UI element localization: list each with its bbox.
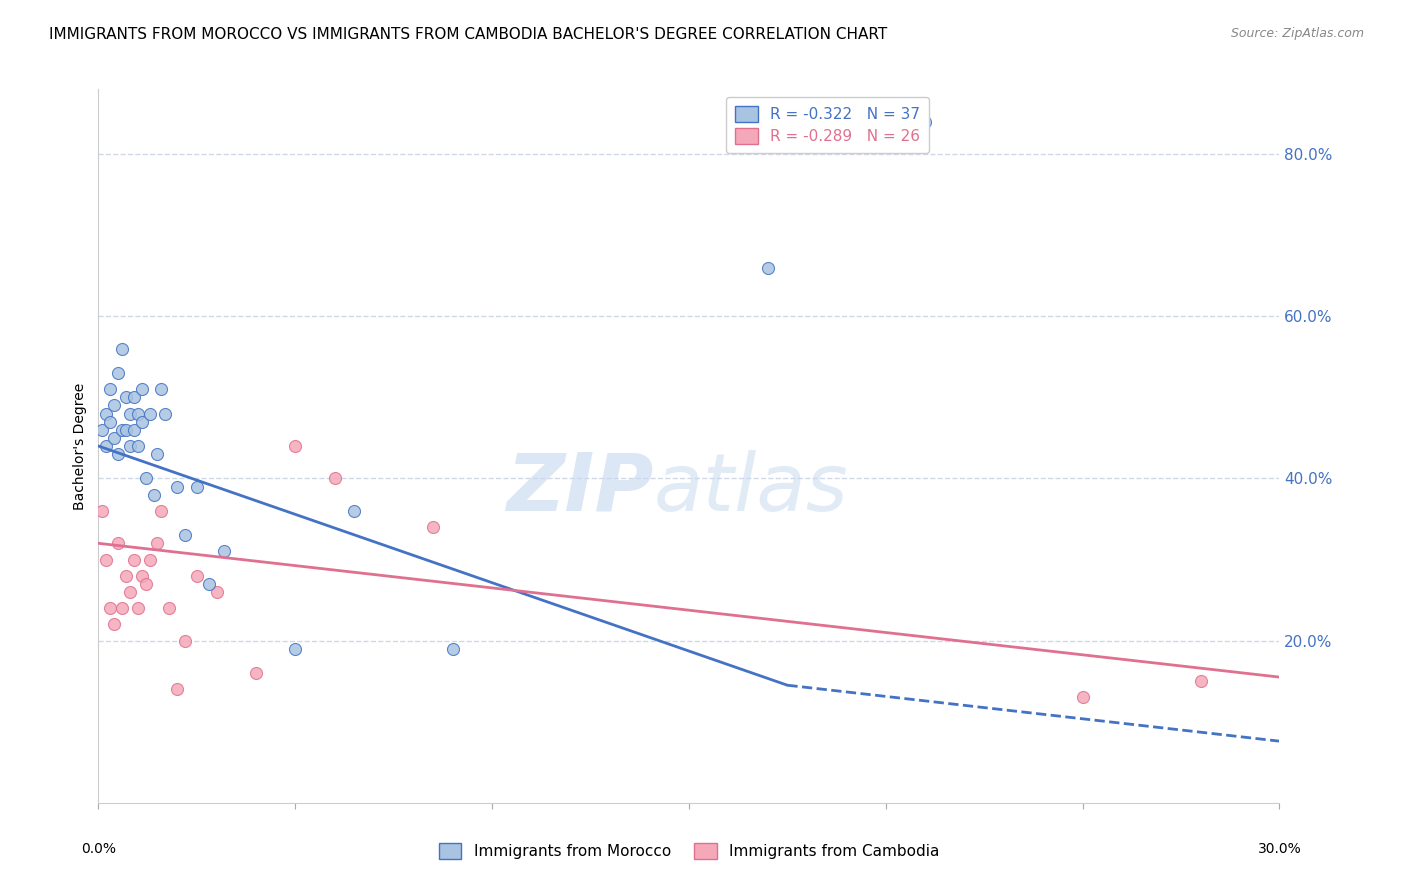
Point [127, 407, 149, 421]
Point [441, 641, 464, 656]
Point [127, 439, 149, 453]
Point [186, 568, 208, 582]
Point [111, 342, 134, 356]
Y-axis label: Bachelor's Degree: Bachelor's Degree [73, 383, 87, 509]
Point [103, 617, 125, 632]
Point [91, 423, 114, 437]
Text: 0.0%: 0.0% [82, 842, 115, 855]
Point [205, 585, 228, 599]
Point [122, 390, 145, 404]
Point [122, 552, 145, 566]
Text: atlas: atlas [654, 450, 848, 528]
Point [1071, 690, 1094, 705]
Point [122, 423, 145, 437]
Point [166, 479, 188, 493]
Point [150, 382, 173, 396]
Point [150, 504, 173, 518]
Legend: Immigrants from Morocco, Immigrants from Cambodia: Immigrants from Morocco, Immigrants from… [430, 835, 948, 866]
Text: Source: ZipAtlas.com: Source: ZipAtlas.com [1230, 27, 1364, 40]
Text: IMMIGRANTS FROM MOROCCO VS IMMIGRANTS FROM CAMBODIA BACHELOR'S DEGREE CORRELATIO: IMMIGRANTS FROM MOROCCO VS IMMIGRANTS FR… [49, 27, 887, 42]
Point [98, 382, 121, 396]
Point [197, 577, 219, 591]
Point [107, 366, 129, 380]
Point [155, 407, 177, 421]
Point [118, 407, 141, 421]
Point [131, 568, 153, 582]
Point [115, 568, 138, 582]
Point [107, 536, 129, 550]
Point [135, 471, 157, 485]
Point [186, 479, 208, 493]
Point [118, 585, 141, 599]
Point [422, 520, 444, 534]
Point [146, 447, 169, 461]
Point [96, 439, 118, 453]
Point [157, 601, 180, 615]
Point [118, 439, 141, 453]
Point [174, 633, 197, 648]
Point [98, 415, 121, 429]
Text: ZIP: ZIP [506, 450, 654, 528]
Point [166, 682, 188, 697]
Text: 30.0%: 30.0% [1257, 842, 1302, 855]
Point [103, 431, 125, 445]
Point [138, 407, 160, 421]
Point [146, 536, 169, 550]
Point [174, 528, 197, 542]
Point [115, 390, 138, 404]
Point [96, 407, 118, 421]
Point [756, 260, 779, 275]
Point [914, 114, 936, 128]
Point [98, 601, 121, 615]
Point [107, 447, 129, 461]
Point [127, 601, 149, 615]
Point [138, 552, 160, 566]
Point [284, 641, 307, 656]
Point [214, 544, 236, 558]
Point [111, 601, 134, 615]
Point [284, 439, 307, 453]
Point [91, 504, 114, 518]
Point [323, 471, 346, 485]
Point [343, 504, 366, 518]
Point [135, 577, 157, 591]
Point [1189, 674, 1212, 689]
Point [142, 488, 165, 502]
Point [111, 423, 134, 437]
Point [131, 415, 153, 429]
Point [103, 399, 125, 413]
Point [96, 552, 118, 566]
Point [131, 382, 153, 396]
Point [115, 423, 138, 437]
Point [245, 666, 267, 681]
